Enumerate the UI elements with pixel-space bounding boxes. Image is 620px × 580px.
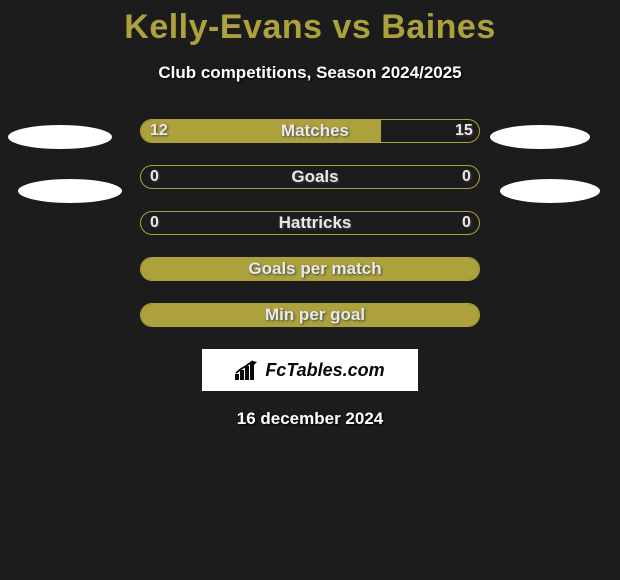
stat-value-right: 0: [462, 211, 471, 235]
stat-row: Hattricks00: [0, 211, 620, 235]
page-title: Kelly-Evans vs Baines: [0, 0, 620, 47]
date-label: 16 december 2024: [0, 409, 620, 429]
fctables-logo-icon: [235, 360, 259, 380]
comparison-rows: Matches1215Goals00Hattricks00Goals per m…: [0, 119, 620, 327]
stat-value-right: 15: [455, 119, 473, 143]
stat-value-left: 0: [150, 211, 159, 235]
bar-fill-left: [141, 120, 381, 142]
comparison-infographic: Kelly-Evans vs Baines Club competitions,…: [0, 0, 620, 580]
logo-box: FcTables.com: [202, 349, 418, 391]
bar-track: [140, 119, 480, 143]
stat-value-left: 12: [150, 119, 168, 143]
bar-fill: [141, 258, 479, 280]
bar-track: [140, 257, 480, 281]
bar-track: [140, 165, 480, 189]
stat-row: Goals00: [0, 165, 620, 189]
stat-row: Min per goal: [0, 303, 620, 327]
stat-row: Goals per match: [0, 257, 620, 281]
logo-text: FcTables.com: [265, 360, 384, 381]
bar-fill: [141, 304, 479, 326]
stat-row: Matches1215: [0, 119, 620, 143]
bar-track: [140, 211, 480, 235]
stat-value-left: 0: [150, 165, 159, 189]
bar-track: [140, 303, 480, 327]
stat-value-right: 0: [462, 165, 471, 189]
subtitle: Club competitions, Season 2024/2025: [0, 63, 620, 83]
